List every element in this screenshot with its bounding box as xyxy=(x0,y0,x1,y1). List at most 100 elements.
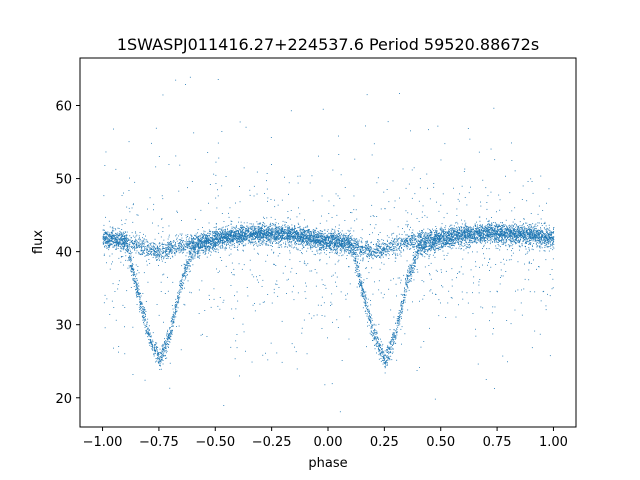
data-point xyxy=(143,309,145,311)
data-point xyxy=(185,271,187,272)
data-point xyxy=(164,350,166,352)
data-point xyxy=(541,231,543,233)
data-point xyxy=(237,249,238,251)
data-point xyxy=(179,284,181,286)
data-point xyxy=(262,240,264,242)
data-point xyxy=(459,245,461,247)
data-point xyxy=(490,234,492,236)
data-point xyxy=(509,245,511,247)
data-point xyxy=(135,274,137,276)
data-point xyxy=(280,236,281,238)
data-point xyxy=(529,243,530,245)
data-point xyxy=(504,228,506,229)
data-point xyxy=(434,248,436,250)
data-point xyxy=(393,332,395,333)
data-point xyxy=(421,249,423,250)
data-point xyxy=(404,295,406,297)
data-point xyxy=(322,243,324,245)
data-point xyxy=(306,232,308,234)
data-point xyxy=(131,265,133,267)
data-point xyxy=(140,303,141,305)
data-point xyxy=(311,239,313,241)
data-point xyxy=(467,230,469,231)
data-point xyxy=(214,248,216,250)
data-point xyxy=(501,233,503,235)
data-point xyxy=(406,280,408,282)
data-point xyxy=(460,230,462,232)
data-point xyxy=(427,241,429,243)
data-point xyxy=(131,266,132,268)
data-point xyxy=(193,247,195,249)
data-point xyxy=(465,225,467,227)
data-point xyxy=(401,301,403,302)
data-point xyxy=(185,267,186,268)
data-point xyxy=(399,319,401,320)
data-point xyxy=(371,332,373,333)
data-point xyxy=(350,238,352,239)
data-point xyxy=(412,271,414,273)
data-point xyxy=(278,233,280,235)
data-point xyxy=(216,241,218,243)
data-point xyxy=(526,243,527,244)
data-point xyxy=(213,241,215,243)
data-point xyxy=(257,252,259,254)
data-point xyxy=(395,332,397,334)
data-point xyxy=(405,289,407,290)
data-point xyxy=(357,255,359,257)
data-point xyxy=(348,247,350,249)
data-point xyxy=(260,228,262,230)
data-point xyxy=(191,254,193,256)
data-point xyxy=(164,341,166,343)
data-point xyxy=(350,227,352,229)
data-point xyxy=(194,246,196,248)
data-point xyxy=(508,246,510,248)
data-point xyxy=(504,232,506,234)
data-point xyxy=(178,299,180,300)
data-point xyxy=(341,230,343,232)
data-point xyxy=(217,251,219,253)
data-point xyxy=(201,242,203,244)
data-point xyxy=(241,243,243,245)
data-point xyxy=(191,256,193,257)
data-point xyxy=(515,235,517,237)
data-point xyxy=(186,261,188,262)
data-point xyxy=(218,244,220,245)
data-point xyxy=(400,316,402,318)
data-point xyxy=(356,268,358,270)
data-point xyxy=(405,284,407,286)
data-point xyxy=(143,319,145,321)
data-point xyxy=(207,237,209,239)
data-point xyxy=(198,256,200,258)
data-point xyxy=(330,249,332,250)
data-point xyxy=(160,352,162,354)
data-point xyxy=(242,238,244,240)
data-point xyxy=(418,253,419,255)
data-point xyxy=(385,362,387,364)
data-point xyxy=(278,223,279,225)
data-point xyxy=(167,335,169,336)
data-point xyxy=(197,236,199,237)
data-point xyxy=(244,235,245,237)
data-point xyxy=(224,249,226,251)
data-point xyxy=(289,246,291,247)
data-point xyxy=(324,246,326,248)
data-point xyxy=(432,244,434,246)
data-point xyxy=(289,250,291,252)
data-point xyxy=(171,330,173,332)
data-point xyxy=(131,258,133,260)
data-point xyxy=(382,351,383,353)
data-point xyxy=(481,230,483,232)
data-point xyxy=(498,245,500,247)
data-point xyxy=(365,313,367,314)
data-point xyxy=(361,281,363,283)
data-point xyxy=(514,224,516,226)
data-point xyxy=(334,237,336,238)
data-point xyxy=(368,308,370,310)
data-point xyxy=(167,345,169,347)
data-point xyxy=(323,243,325,245)
data-point xyxy=(475,228,477,230)
data-point xyxy=(542,241,544,243)
data-point xyxy=(393,335,395,336)
data-point xyxy=(235,240,237,241)
data-point xyxy=(214,248,215,250)
